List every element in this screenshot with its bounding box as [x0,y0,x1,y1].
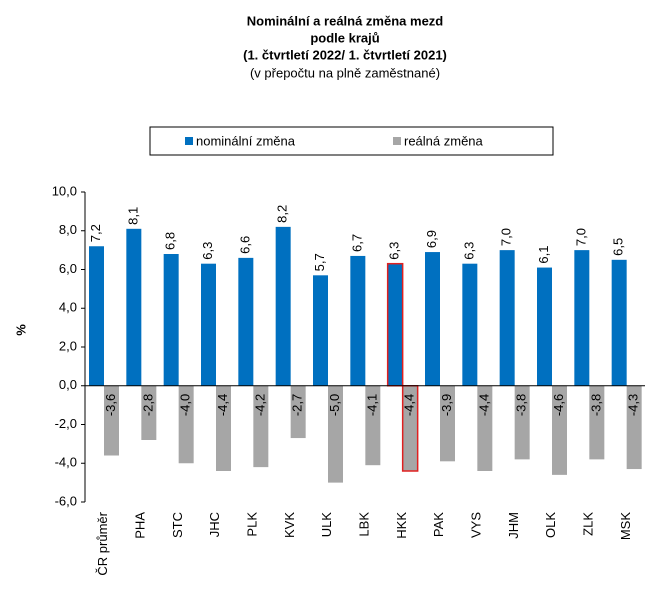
x-tick-label: STC [170,512,185,538]
value-label: -4,6 [551,394,566,416]
value-label: -2,7 [290,394,305,416]
value-label: -4,3 [626,394,641,416]
value-label: -2,8 [140,394,155,416]
y-tick-label: 8,0 [59,222,77,237]
x-tick-label: MSK [618,512,633,541]
bar [552,385,567,475]
x-tick-label: ZLK [580,512,595,536]
bar [216,385,231,471]
bar [201,263,216,386]
bar [253,385,269,468]
value-label: 6,5 [611,238,626,256]
bar [275,226,291,386]
value-label: 7,0 [573,228,588,246]
bar [440,385,455,462]
y-tick-label: 10,0 [52,183,77,198]
bar [313,275,328,386]
y-tick-label: -4,0 [55,455,77,470]
chart-title: podle krajů [310,30,379,45]
x-tick-label: VYS [468,512,483,538]
bar [499,250,515,386]
legend-swatch [185,137,193,145]
legend-label: nominální změna [196,133,296,148]
x-tick-label: PAK [431,512,446,537]
x-tick-label: HKK [394,512,409,539]
value-label: -4,1 [364,394,379,416]
bar [163,254,179,386]
chart-title: Nominální a reálná změna mezd [247,13,444,28]
value-label: 6,3 [387,242,402,260]
y-tick-label: 4,0 [59,300,77,315]
legend-swatch [393,137,401,145]
x-tick-label: ULK [319,512,334,538]
x-tick-label: JHM [506,512,521,539]
bar [141,385,157,440]
bar [104,385,119,456]
x-tick-label: OLK [543,512,558,538]
value-label: -4,2 [252,394,267,416]
bar [514,385,530,460]
value-label: -5,0 [327,394,342,416]
x-tick-label: LBK [356,512,371,537]
value-label: 6,1 [536,245,551,263]
value-label: 6,3 [200,242,215,260]
bar [126,228,142,386]
value-label: 5,7 [312,253,327,271]
value-label: 6,7 [349,234,364,252]
value-label: -3,6 [103,394,118,416]
bar [589,385,605,460]
value-label: -4,4 [402,394,417,416]
bar [89,246,104,386]
value-label: 6,3 [461,242,476,260]
y-tick-label: 2,0 [59,338,77,353]
bar [462,263,478,386]
value-label: 8,2 [275,205,290,223]
value-label: 7,2 [88,224,103,242]
value-label: -4,4 [476,394,491,416]
y-tick-label: -6,0 [55,493,77,508]
value-label: -3,9 [439,394,454,416]
legend-label: reálná změna [404,133,484,148]
value-label: 6,6 [237,236,252,254]
value-label: -4,4 [215,394,230,416]
bar [574,250,590,386]
chart-title: (1. čtvrtletí 2022/ 1. čtvrtletí 2021) [243,47,447,62]
bar [626,385,642,470]
bar [238,257,254,386]
bar [178,385,194,464]
bar [365,385,381,466]
bar [350,255,366,386]
bar [290,385,306,439]
value-label: -3,8 [514,394,529,416]
bar [425,252,440,386]
bar [537,267,552,386]
value-label: 6,9 [424,230,439,248]
bar [387,263,403,386]
value-label: -4,0 [178,394,193,416]
x-tick-label: PLK [244,512,259,537]
value-label: 6,8 [163,232,178,250]
legend-box [149,126,554,156]
y-tick-label: -2,0 [55,416,77,431]
x-tick-label: JHC [207,512,222,537]
value-label: -3,8 [588,394,603,416]
x-tick-label: PHA [132,512,147,539]
bar [328,385,343,483]
x-tick-label: KVK [282,512,297,538]
y-tick-label: 6,0 [59,261,77,276]
y-axis-label: % [13,324,28,336]
value-label: 8,1 [125,207,140,225]
chart-subtitle: (v přepočtu na plně zaměstnané) [250,65,440,80]
value-label: 7,0 [499,228,514,246]
x-tick-label: ČR průměr [95,511,110,575]
y-tick-label: 0,0 [59,377,77,392]
bar [611,259,627,386]
bar [477,385,493,471]
